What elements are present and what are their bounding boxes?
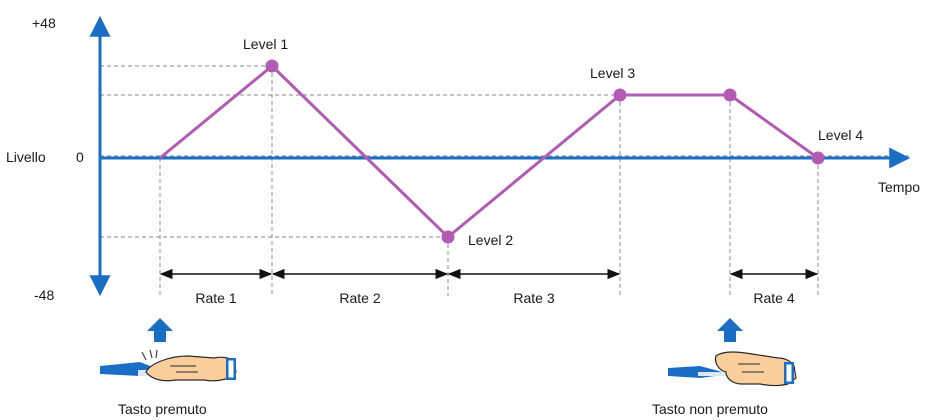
level1-label: Level 1 <box>243 36 288 52</box>
y-zero-label: 0 <box>76 149 84 165</box>
rate4-label: Rate 4 <box>753 290 794 306</box>
x-axis-title: Tempo <box>878 179 920 195</box>
rate1-label: Rate 1 <box>195 290 236 306</box>
level4-label: Level 4 <box>818 127 863 143</box>
rate2-label: Rate 2 <box>339 290 380 306</box>
level3-point <box>613 88 627 102</box>
y-axis-title: Livello <box>6 149 46 165</box>
level1-point <box>265 59 279 73</box>
up-arrow-icon <box>147 318 173 342</box>
hold-point <box>723 88 737 102</box>
level4-point <box>811 151 825 165</box>
key-pressed-label: Tasto premuto <box>118 401 207 417</box>
finger-released-key-icon <box>668 351 797 387</box>
level2-label: Level 2 <box>468 232 513 248</box>
guide-lines <box>100 65 910 296</box>
key-released-label: Tasto non premuto <box>652 401 768 417</box>
envelope-points <box>265 59 825 244</box>
up-arrow-icon <box>717 318 743 342</box>
level2-point <box>441 230 455 244</box>
rate3-label: Rate 3 <box>513 290 554 306</box>
y-bottom-label: -48 <box>34 287 54 303</box>
level3-label: Level 3 <box>590 65 635 81</box>
finger-pressing-key-icon <box>100 349 237 382</box>
y-top-label: +48 <box>32 15 56 31</box>
envelope-line <box>159 64 819 239</box>
